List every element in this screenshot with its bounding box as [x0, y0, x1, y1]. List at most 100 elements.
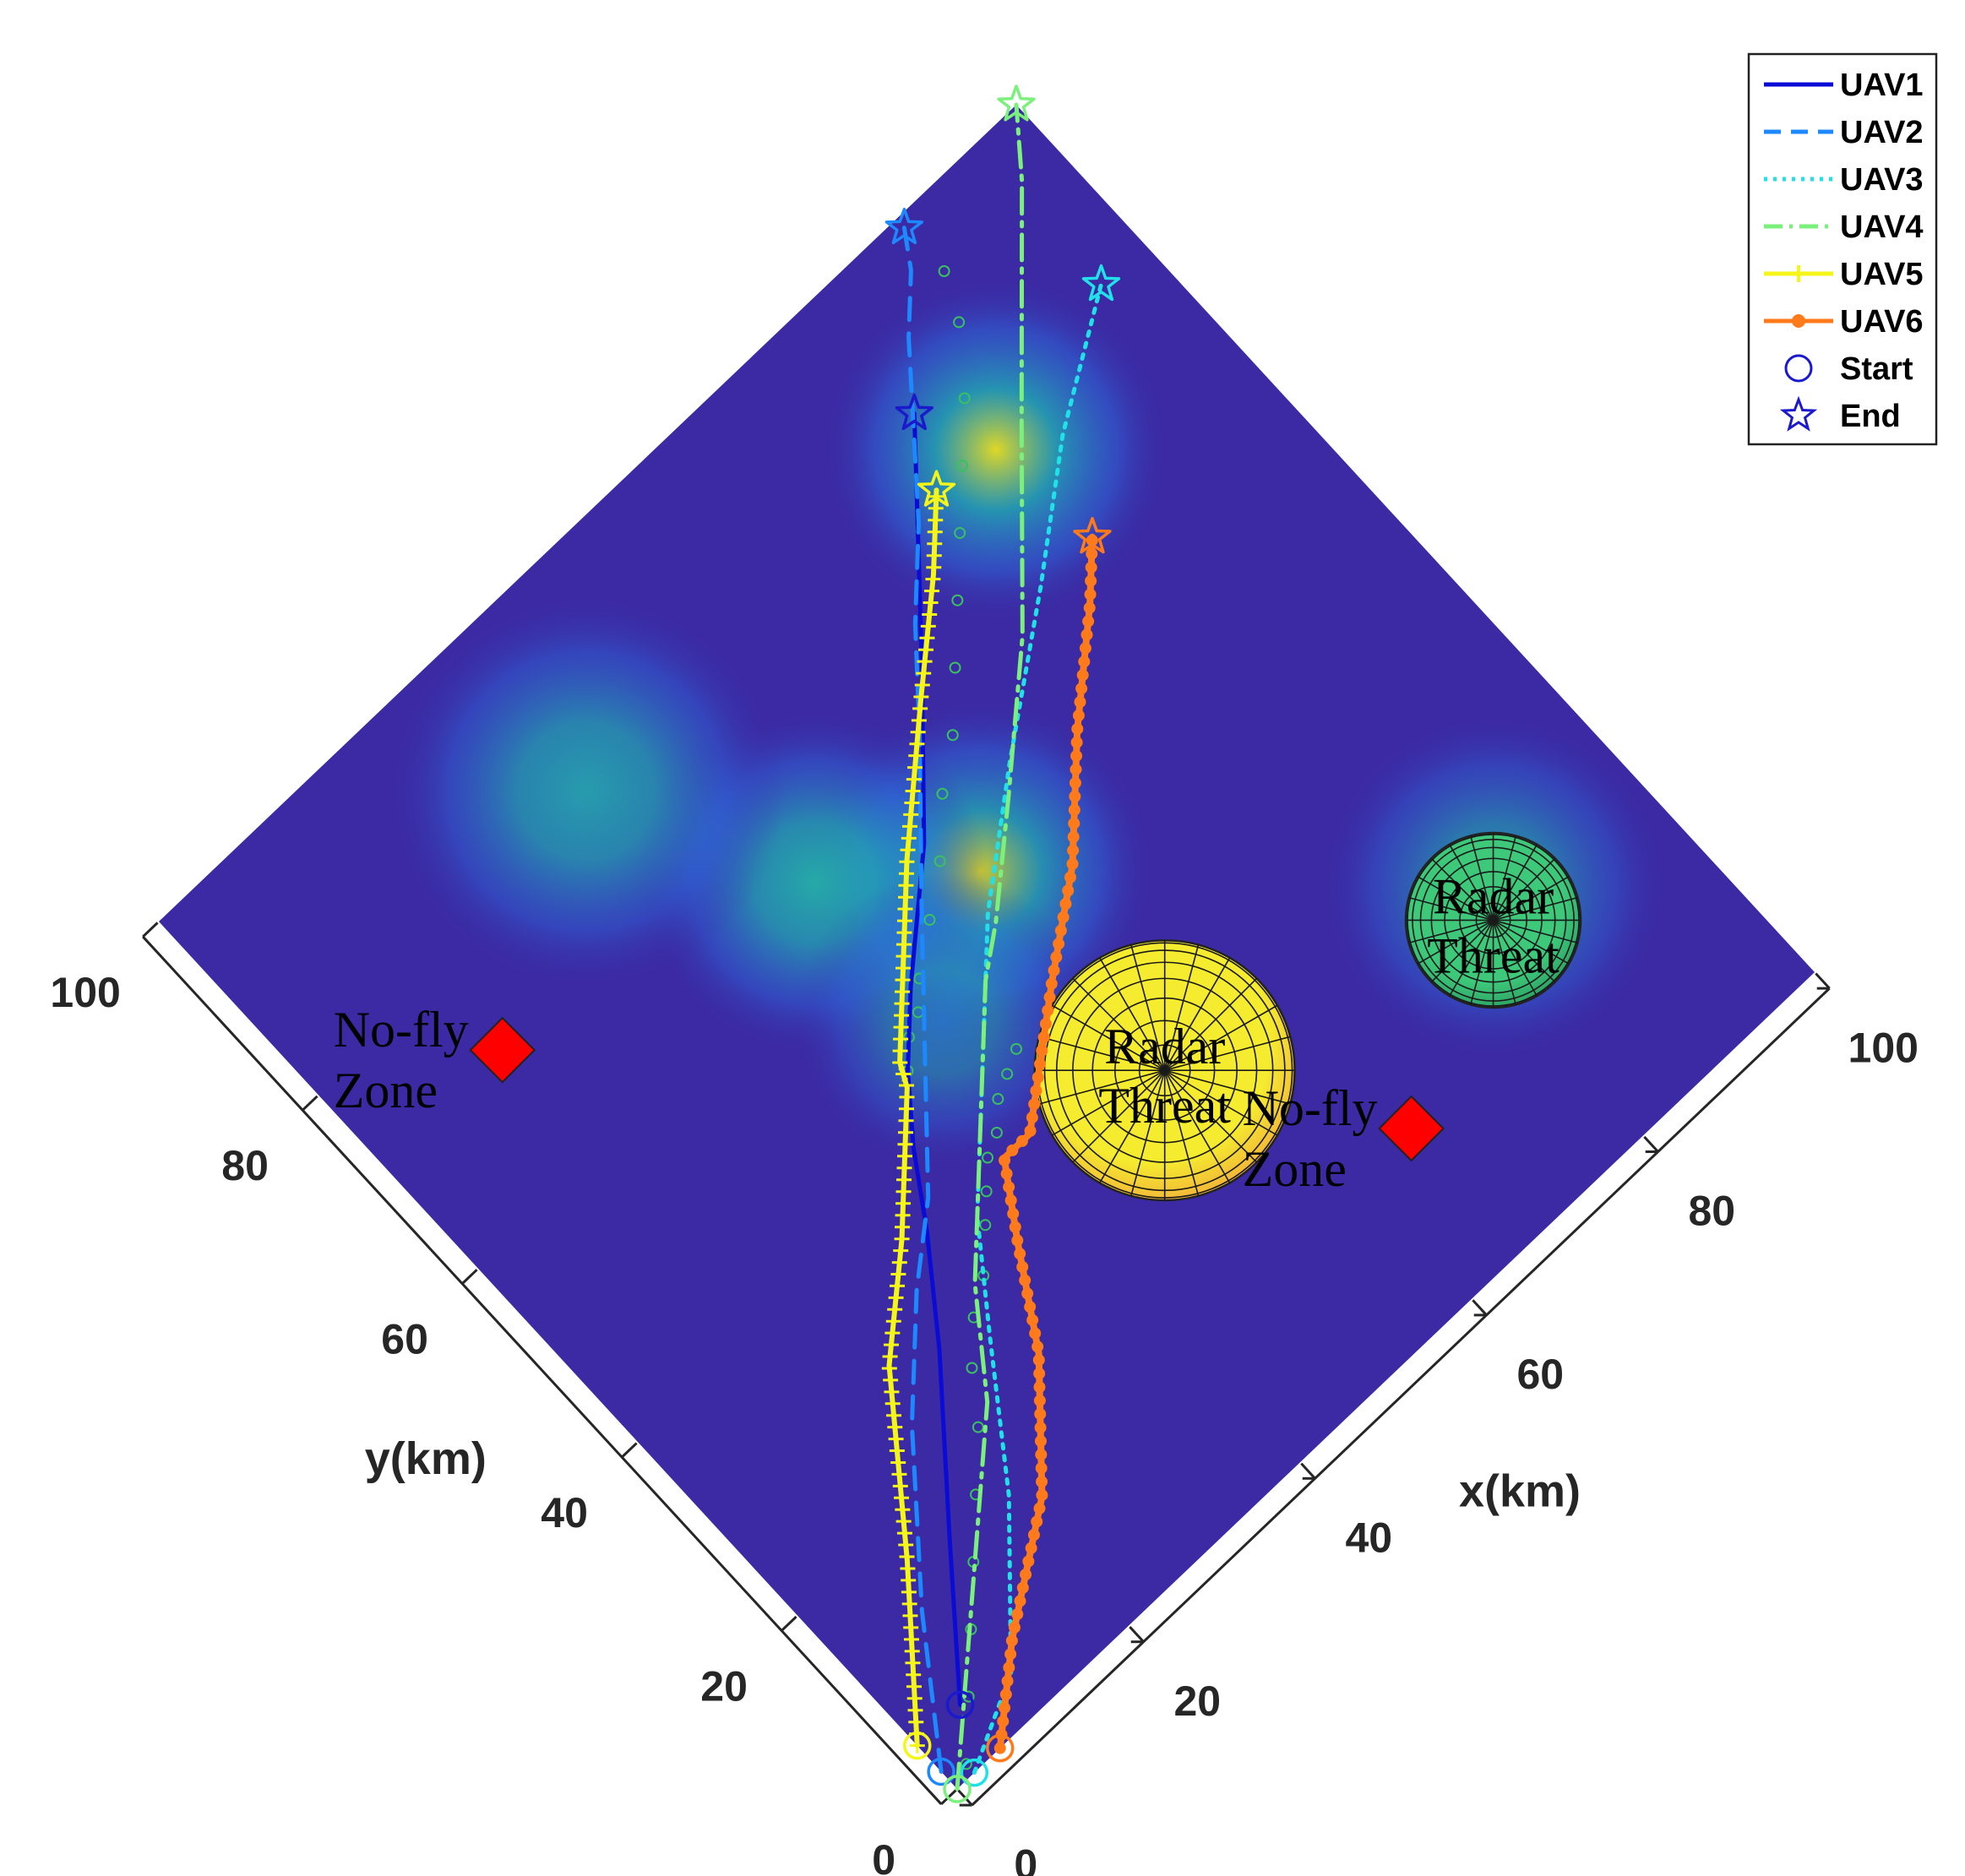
y-tick-label: 20 — [700, 1662, 748, 1710]
path-marker — [1070, 749, 1083, 762]
path-sample-point — [960, 1758, 972, 1770]
path-marker — [1025, 1542, 1037, 1554]
path-marker — [1072, 710, 1085, 722]
path-marker — [1059, 898, 1072, 911]
x-tick-label: 20 — [1173, 1678, 1221, 1725]
radar-label: Radar — [1433, 868, 1554, 924]
no-fly-diamond — [1378, 1095, 1445, 1162]
path-marker — [1034, 1422, 1047, 1434]
path-sample-point — [990, 1126, 1003, 1139]
path-sample-point — [953, 316, 966, 329]
path-marker — [1083, 601, 1096, 614]
path-marker — [1062, 884, 1075, 897]
radar-spoke — [1492, 920, 1517, 1005]
legend-label: UAV2 — [1840, 115, 1924, 150]
x-tick — [1300, 1462, 1316, 1480]
no-fly-label: Zone — [1243, 1141, 1347, 1197]
path-marker — [1033, 1502, 1046, 1514]
y-axis-line — [142, 935, 943, 1805]
path-marker — [1033, 1381, 1046, 1394]
path-marker — [1053, 938, 1065, 950]
radar-spoke — [1469, 835, 1494, 921]
path-marker — [1004, 1194, 1017, 1207]
path-marker — [1070, 736, 1083, 748]
no-fly-label: Zone — [334, 1063, 438, 1118]
path-marker — [1042, 1004, 1054, 1017]
path-marker — [1035, 1462, 1048, 1475]
radar-spoke — [1493, 919, 1578, 944]
path-marker — [1033, 1368, 1046, 1380]
start-marker — [945, 1690, 975, 1720]
path-sample-point — [938, 265, 950, 277]
radar-spoke — [1430, 857, 1494, 922]
path-marker — [1028, 1098, 1041, 1111]
path-marker — [1036, 1476, 1048, 1488]
path-marker — [1016, 1581, 1029, 1594]
threat-peaks — [387, 275, 1668, 1171]
path-marker — [1026, 1112, 1038, 1124]
path-marker — [1085, 561, 1097, 574]
start-marker — [960, 1758, 989, 1787]
path-marker — [1035, 1449, 1048, 1461]
legend-item: UAV4 — [1764, 209, 1924, 245]
end-marker — [1081, 264, 1121, 302]
path-marker — [1014, 1595, 1026, 1607]
y-tick — [621, 1442, 638, 1459]
path-marker — [1026, 1313, 1039, 1326]
path-marker — [1071, 722, 1084, 735]
legend-label: Start — [1840, 351, 1913, 387]
path-marker — [1069, 776, 1081, 789]
path-marker — [1004, 1648, 1017, 1661]
legend-item: UAV1 — [1764, 68, 1924, 103]
radar-spoke — [1493, 896, 1578, 922]
radar-spoke — [1072, 977, 1166, 1071]
path-sample-point — [934, 855, 946, 867]
axes: 0 20 40 60 80 100 0 20 40 60 80 100 x(km) y(km) — [50, 922, 1919, 1876]
path-marker — [1024, 1124, 1037, 1137]
path-marker — [1079, 642, 1091, 655]
radar-spoke — [1493, 876, 1570, 922]
radar-spoke — [1492, 920, 1538, 997]
path-marker — [1086, 534, 1098, 546]
radar-spoke — [1038, 1036, 1165, 1071]
end-marker — [895, 393, 934, 431]
no-fly-label: No-fly — [1243, 1080, 1378, 1136]
radar-spoke — [1408, 919, 1494, 944]
path-sample-point — [958, 392, 971, 405]
x-tick — [1815, 972, 1831, 990]
x-tick — [1643, 1135, 1659, 1153]
path-marker — [1034, 1058, 1047, 1070]
radar-spoke — [1449, 844, 1494, 921]
y-tick-label: 60 — [381, 1316, 428, 1363]
path-sample-point — [954, 526, 966, 539]
path-marker — [1022, 1555, 1035, 1568]
path-sample-point — [1010, 1042, 1022, 1055]
path-marker — [1011, 1234, 1024, 1247]
radar-spoke — [1164, 1069, 1291, 1105]
path-marker — [1043, 991, 1056, 1003]
path-marker — [1086, 547, 1098, 560]
path-marker — [1016, 1260, 1029, 1273]
path-marker — [1068, 803, 1080, 816]
legend-box — [1747, 52, 1938, 446]
radar-spoke — [1408, 896, 1494, 922]
path-marker — [1036, 1489, 1048, 1502]
radar-spoke — [1492, 835, 1517, 921]
legend-item: UAV2 — [1764, 115, 1924, 150]
threat-peak — [793, 872, 1092, 1171]
radar-spoke — [1164, 1069, 1231, 1183]
path-marker — [1021, 1287, 1034, 1300]
path-sample-point — [936, 787, 949, 800]
start-marker — [986, 1733, 1015, 1763]
radar-label: Threat — [1427, 927, 1559, 983]
path-marker — [1039, 1018, 1052, 1030]
legend-item: UAV5 — [1764, 257, 1924, 292]
y-tick — [781, 1615, 797, 1632]
radar-spoke — [1417, 876, 1494, 922]
path-marker — [1027, 1529, 1040, 1542]
radar-spoke — [1493, 919, 1570, 965]
path-sample-point — [966, 1362, 978, 1374]
start-marker — [927, 1757, 955, 1786]
